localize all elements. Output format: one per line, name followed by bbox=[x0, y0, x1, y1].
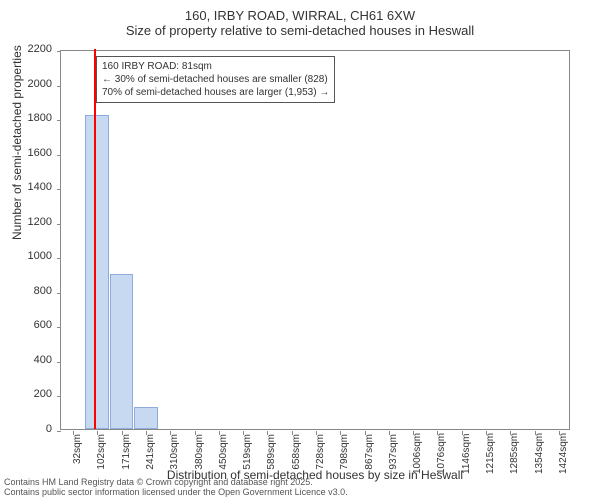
annotation-line-2: ← 30% of semi-detached houses are smalle… bbox=[102, 73, 329, 86]
gridline bbox=[57, 362, 61, 363]
gridline bbox=[57, 327, 61, 328]
ytick-label: 1800 bbox=[28, 112, 52, 124]
xtick-label: 32sqm bbox=[72, 434, 83, 474]
footer-line-2: Contains public sector information licen… bbox=[4, 488, 348, 498]
xtick-label: 310sqm bbox=[169, 434, 180, 474]
xtick-label: 589sqm bbox=[266, 434, 277, 474]
annotation-line-3: 70% of semi-detached houses are larger (… bbox=[102, 86, 329, 99]
chart-title-block: 160, IRBY ROAD, WIRRAL, CH61 6XW Size of… bbox=[0, 0, 600, 38]
histogram-bar bbox=[134, 407, 158, 429]
xtick-label: 519sqm bbox=[242, 434, 253, 474]
xtick-label: 798sqm bbox=[339, 434, 350, 474]
gridline bbox=[57, 155, 61, 156]
xtick-label: 1424sqm bbox=[558, 434, 569, 474]
title-line-1: 160, IRBY ROAD, WIRRAL, CH61 6XW bbox=[0, 8, 600, 23]
histogram-bar bbox=[110, 274, 134, 429]
xtick-label: 450sqm bbox=[218, 434, 229, 474]
xtick-label: 937sqm bbox=[388, 434, 399, 474]
gridline bbox=[57, 51, 61, 52]
gridline bbox=[57, 431, 61, 432]
ytick-label: 2200 bbox=[28, 43, 52, 55]
xtick-label: 1076sqm bbox=[436, 434, 447, 474]
xtick-label: 1354sqm bbox=[534, 434, 545, 474]
ytick-label: 400 bbox=[34, 354, 52, 366]
ytick-label: 0 bbox=[46, 423, 52, 435]
property-marker-line bbox=[94, 49, 96, 429]
ytick-label: 1000 bbox=[28, 250, 52, 262]
xtick-label: 1215sqm bbox=[485, 434, 496, 474]
plot-region bbox=[60, 50, 570, 430]
gridline bbox=[57, 189, 61, 190]
xtick-label: 102sqm bbox=[96, 434, 107, 474]
xtick-label: 1146sqm bbox=[461, 434, 472, 474]
ytick-label: 800 bbox=[34, 285, 52, 297]
gridline bbox=[57, 224, 61, 225]
ytick-label: 1600 bbox=[28, 147, 52, 159]
xtick-label: 1006sqm bbox=[412, 434, 423, 474]
xtick-label: 171sqm bbox=[121, 434, 132, 474]
ytick-label: 1400 bbox=[28, 181, 52, 193]
annotation-box: 160 IRBY ROAD: 81sqm ← 30% of semi-detac… bbox=[96, 56, 335, 103]
y-axis-label: Number of semi-detached properties bbox=[10, 45, 24, 240]
chart-area: 160 IRBY ROAD: 81sqm ← 30% of semi-detac… bbox=[60, 50, 570, 430]
xtick-label: 241sqm bbox=[145, 434, 156, 474]
ytick-label: 1200 bbox=[28, 216, 52, 228]
xtick-label: 658sqm bbox=[291, 434, 302, 474]
ytick-label: 2000 bbox=[28, 78, 52, 90]
xtick-label: 1285sqm bbox=[509, 434, 520, 474]
ytick-label: 600 bbox=[34, 319, 52, 331]
gridline bbox=[57, 120, 61, 121]
gridline bbox=[57, 293, 61, 294]
gridline bbox=[57, 86, 61, 87]
xtick-label: 728sqm bbox=[315, 434, 326, 474]
footer-attribution: Contains HM Land Registry data © Crown c… bbox=[4, 478, 348, 498]
title-line-2: Size of property relative to semi-detach… bbox=[0, 23, 600, 38]
xtick-label: 380sqm bbox=[194, 434, 205, 474]
histogram-bar bbox=[85, 115, 109, 429]
xtick-label: 867sqm bbox=[364, 434, 375, 474]
ytick-label: 200 bbox=[34, 388, 52, 400]
gridline bbox=[57, 258, 61, 259]
gridline bbox=[57, 396, 61, 397]
annotation-line-1: 160 IRBY ROAD: 81sqm bbox=[102, 60, 329, 73]
